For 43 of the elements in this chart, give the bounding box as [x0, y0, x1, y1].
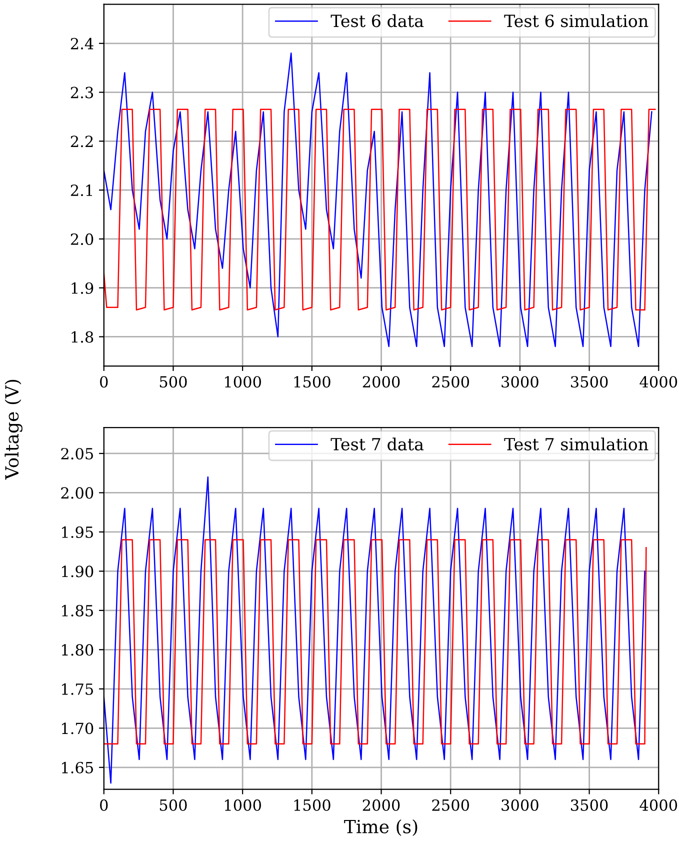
- legend-label: Test 6 simulation: [504, 14, 648, 28]
- x-tick-label: 2000: [362, 376, 400, 388]
- x-tick-label: 500: [160, 799, 187, 811]
- y-tick-label: 2.4: [70, 38, 94, 50]
- x-tick-label: 0: [100, 799, 108, 811]
- x-axis-title: Time (s): [344, 819, 418, 836]
- x-tick-label: 2000: [362, 799, 400, 811]
- x-tick-label: 2500: [432, 799, 470, 811]
- y-tick-label: 1.9: [72, 282, 94, 294]
- x-tick-label: 4000: [640, 799, 678, 811]
- x-tick-label: 4000: [640, 376, 678, 388]
- y-tick-label: 2.00: [61, 487, 94, 499]
- x-tick-label: 1000: [224, 376, 261, 388]
- y-tick-label: 2.05: [61, 448, 93, 460]
- y-tick-label: 1.90: [62, 566, 94, 578]
- y-tick-label: 1.65: [62, 762, 93, 774]
- y-tick-label: 2.3: [70, 86, 94, 98]
- x-tick-label: 2500: [432, 376, 470, 388]
- y-tick-label: 1.80: [62, 644, 94, 656]
- y-tick-label: 1.75: [62, 683, 93, 695]
- y-tick-label: 1.95: [62, 526, 93, 538]
- x-tick-label: 0: [100, 376, 108, 388]
- legend-label: Test 6 data: [330, 14, 424, 28]
- y-axis-title: Voltage (V): [4, 380, 22, 480]
- x-tick-label: 1500: [294, 799, 330, 811]
- x-tick-label: 1500: [294, 376, 330, 388]
- y-tick-label: 1.8: [72, 331, 94, 343]
- x-tick-label: 3500: [571, 376, 608, 388]
- y-tick-label: 2.2: [70, 136, 93, 148]
- x-tick-label: 3000: [502, 799, 538, 811]
- y-tick-label: 1.85: [62, 604, 93, 616]
- legend-label: Test 7 data: [330, 438, 424, 450]
- x-tick-label: 3500: [571, 799, 608, 811]
- line-series: [104, 108, 656, 310]
- y-tick-label: 2.0: [70, 233, 94, 245]
- y-tick-label: 1.70: [62, 722, 94, 734]
- x-tick-label: 1000: [224, 799, 261, 811]
- legend-label: Test 7 simulation: [504, 438, 648, 450]
- x-tick-label: 500: [160, 376, 187, 388]
- x-tick-label: 3000: [502, 376, 538, 388]
- line-series: [104, 52, 652, 348]
- y-tick-label: 2.1: [70, 184, 92, 196]
- line-series: [104, 476, 646, 784]
